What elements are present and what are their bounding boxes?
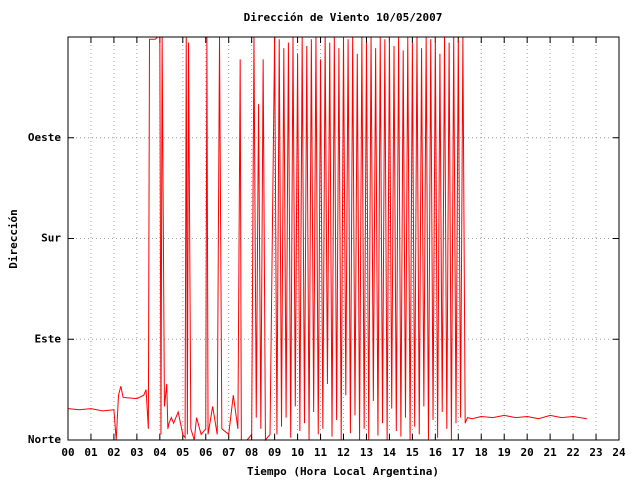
x-tick-label: 16: [429, 446, 443, 459]
x-tick-label: 06: [199, 446, 213, 459]
x-tick-label: 07: [222, 446, 235, 459]
data-line: [67, 36, 587, 442]
x-tick-label: 01: [84, 446, 98, 459]
x-axis-label: Tiempo (Hora Local Argentina): [247, 465, 439, 478]
x-tick-label: 17: [452, 446, 465, 459]
x-tick-label: 19: [498, 446, 511, 459]
x-tick-label: 00: [61, 446, 74, 459]
x-tick-label: 12: [337, 446, 350, 459]
x-tick-label: 10: [291, 446, 304, 459]
y-tick-label: Oeste: [28, 131, 61, 144]
x-tick-label: 02: [107, 446, 120, 459]
x-tick-label: 24: [612, 446, 626, 459]
y-tick-label: Norte: [28, 433, 61, 446]
y-axis-label: Dirección: [7, 209, 20, 269]
x-tick-label: 15: [406, 446, 419, 459]
y-tick-label: Sur: [41, 232, 61, 245]
plot-border: [67, 36, 620, 441]
x-tick-label: 03: [130, 446, 143, 459]
x-tick-label: 21: [544, 446, 558, 459]
x-tick-label: 11: [314, 446, 328, 459]
x-tick-label: 20: [521, 446, 534, 459]
x-tick-label: 04: [153, 446, 167, 459]
x-tick-label: 14: [383, 446, 397, 459]
x-tick-label: 23: [589, 446, 602, 459]
x-tick-label: 09: [268, 446, 281, 459]
x-tick-label: 05: [176, 446, 189, 459]
x-tick-label: 08: [245, 446, 258, 459]
x-tick-label: 13: [360, 446, 373, 459]
y-tick-label: Este: [35, 332, 62, 345]
chart-title: Dirección de Viento 10/05/2007: [244, 11, 443, 24]
x-tick-label: 18: [475, 446, 488, 459]
x-tick-label: 22: [566, 446, 579, 459]
